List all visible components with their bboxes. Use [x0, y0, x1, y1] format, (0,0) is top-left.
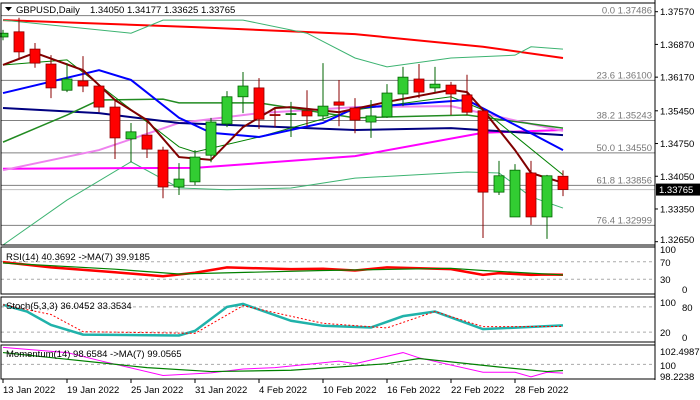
fib-label: 38.2 1.35243 — [597, 110, 652, 121]
bearish-candle — [29, 48, 41, 64]
price-tick-label: 1.37570 — [660, 7, 694, 18]
indicator-line — [2, 260, 564, 278]
indicator-tick-label: 100 — [660, 298, 676, 309]
bullish-candle — [205, 121, 217, 156]
indicator-line — [2, 302, 564, 337]
indicator-tick-label: 98.2238 — [660, 372, 694, 383]
indicator-tick-label: 0 — [682, 285, 687, 296]
ohlc-readout: 1.34050 1.34177 1.33625 1.33765 — [90, 5, 235, 16]
bearish-candle — [333, 101, 345, 106]
indicator-tick-label: 100 — [660, 245, 676, 256]
candles — [0, 17, 569, 239]
current-price-label: 1.33765 — [659, 185, 693, 196]
rsi-label: RSI(14) 40.3692 ->MA(7) 39.9185 — [6, 252, 150, 263]
chart-header: GBPUSD,Daily 1.34050 1.34177 1.33625 1.3… — [5, 5, 235, 16]
bearish-candle — [269, 114, 281, 116]
bearish-candle — [445, 84, 457, 95]
bearish-candle — [557, 175, 569, 190]
bearish-candle — [253, 87, 265, 120]
indicator-tick-label: 70 — [660, 258, 671, 269]
bullish-candle — [509, 169, 521, 218]
price-tick-label: 1.32650 — [660, 235, 694, 246]
bullish-candle — [365, 115, 377, 123]
bullish-candle — [221, 96, 233, 125]
indicator-tick-label: 80 — [682, 303, 693, 314]
bullish-candle — [61, 78, 73, 91]
bearish-candle — [157, 149, 169, 188]
date-tick-label: 4 Feb 2022 — [259, 385, 307, 396]
indicator-tick-label: 102.4987 — [660, 347, 700, 358]
date-tick-label: 28 Feb 2022 — [515, 385, 568, 396]
bullish-candle — [173, 178, 185, 188]
date-tick-label: 31 Jan 2022 — [195, 385, 247, 396]
bullish-candle — [397, 76, 409, 95]
date-tick-label: 16 Feb 2022 — [387, 385, 440, 396]
bearish-candle — [13, 31, 25, 53]
bullish-candle — [189, 156, 201, 183]
moving-average-line — [2, 98, 564, 143]
fib-label: 0.0 1.37486 — [602, 6, 652, 17]
fib-label: 76.4 1.32999 — [597, 215, 652, 226]
price-tick-label: 1.35450 — [660, 106, 694, 117]
indicator-tick-label: 20 — [660, 328, 671, 339]
fibonacci-levels: 0.0 1.37486 23.6 1.36100 38.2 1.35243 50.0 … — [1, 6, 655, 226]
price-tick-label: 1.36170 — [660, 73, 694, 84]
fib-label: 23.6 1.36100 — [597, 70, 652, 81]
moving-average-line — [2, 69, 564, 151]
indicator-tick-label: 100 — [660, 361, 676, 372]
momentum-label: Momentum(14) 98.6584 ->MA(7) 99.0565 — [6, 349, 182, 360]
bearish-candle — [301, 110, 313, 117]
bearish-candle — [77, 80, 89, 87]
date-tick-label: 13 Jan 2022 — [3, 385, 55, 396]
bullish-candle — [493, 175, 505, 193]
bullish-candle — [125, 131, 137, 140]
fib-label: 50.0 1.34550 — [597, 143, 652, 154]
indicator-line — [2, 262, 564, 276]
bullish-candle — [285, 113, 297, 116]
moving-average-line — [2, 19, 564, 68]
bearish-candle — [413, 78, 425, 93]
bearish-candle — [109, 106, 121, 139]
date-tick-label: 22 Feb 2022 — [451, 385, 504, 396]
bearish-candle — [45, 63, 57, 89]
stoch-label: Stoch(5,3,3) 36.0452 33.3534 — [6, 301, 132, 312]
bullish-candle — [541, 175, 553, 218]
indicator-tick-label: 0 — [682, 333, 687, 344]
date-tick-label: 25 Jan 2022 — [131, 385, 183, 396]
symbol-label: GBPUSD,Daily — [16, 5, 80, 16]
bullish-candle — [429, 83, 441, 89]
fib-label: 61.8 1.33856 — [597, 175, 652, 186]
panel-frame-0 — [0, 2, 656, 246]
moving-average-line — [2, 107, 564, 137]
current-price-box — [656, 183, 700, 196]
dropdown-triangle-icon[interactable] — [5, 7, 12, 11]
date-tick-label: 19 Jan 2022 — [67, 385, 119, 396]
bearish-candle — [525, 172, 537, 218]
indicator-line — [2, 351, 564, 373]
price-tick-label: 1.36870 — [660, 40, 694, 51]
indicator-line — [2, 304, 564, 334]
bearish-candle — [461, 94, 473, 113]
price-tick-label: 1.34050 — [660, 172, 694, 183]
bearish-candle — [93, 85, 105, 108]
bullish-candle — [237, 85, 249, 98]
bullish-candle — [381, 92, 393, 118]
indicator-tick-label: 30 — [660, 275, 671, 286]
bearish-candle — [349, 107, 361, 121]
moving-average-line — [2, 19, 564, 59]
indicator-line — [2, 346, 564, 378]
bullish-candle — [0, 32, 9, 38]
bullish-candle — [317, 105, 329, 117]
bearish-candle — [477, 110, 489, 193]
bearish-candle — [141, 134, 153, 150]
price-tick-label: 1.34750 — [660, 139, 694, 150]
date-tick-label: 10 Feb 2022 — [323, 385, 376, 396]
price-tick-label: 1.33350 — [660, 204, 694, 215]
